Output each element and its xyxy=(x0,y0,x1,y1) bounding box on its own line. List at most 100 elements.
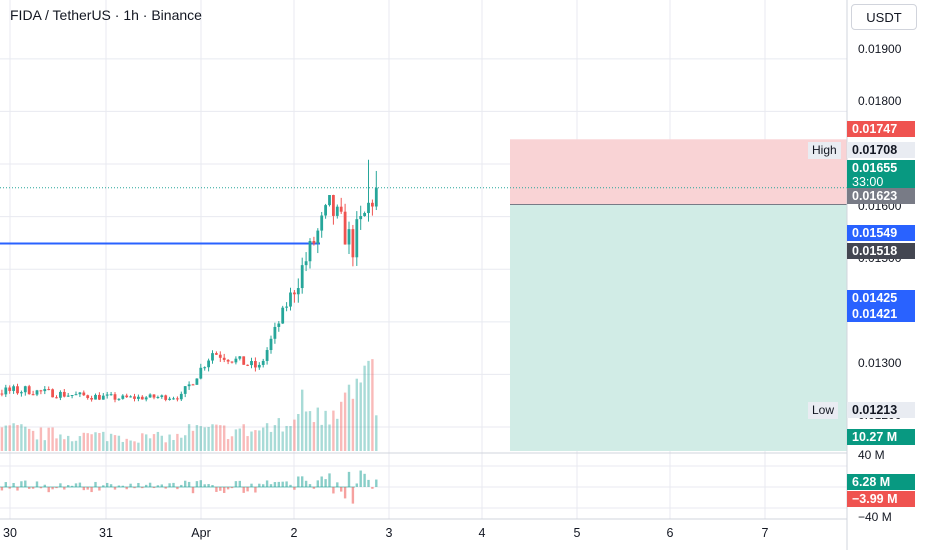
price-tick: 0.01300 xyxy=(858,356,902,370)
volume-bars xyxy=(0,359,378,451)
candle-body xyxy=(293,292,296,295)
blue-price-tag-group: 0.01425 0.01421 xyxy=(847,290,915,322)
volume-bar xyxy=(355,378,358,451)
candle-body xyxy=(339,206,343,212)
volume-bar xyxy=(234,429,238,451)
candle-body xyxy=(137,396,140,399)
volume-bar xyxy=(12,423,15,451)
oscillator-bar xyxy=(8,487,11,489)
oscillator-bar xyxy=(121,485,124,487)
line-price-tag: 0.01549 xyxy=(847,225,915,241)
oscillator-bar xyxy=(312,487,316,489)
oscillator-bar xyxy=(106,482,109,487)
candle-body xyxy=(300,265,304,289)
candle-body xyxy=(277,323,281,327)
candle-body xyxy=(273,326,277,339)
candle-body xyxy=(269,338,273,351)
oscillator-bar xyxy=(137,482,140,487)
volume-bar xyxy=(43,440,46,451)
oscillator-bar xyxy=(20,481,23,487)
candle-body xyxy=(82,392,86,396)
oscillator-bar xyxy=(230,487,234,489)
candle-body xyxy=(374,187,378,207)
candle-body xyxy=(51,389,54,398)
candle-body xyxy=(359,216,363,220)
oscillator-bar xyxy=(164,487,167,489)
candle-body xyxy=(16,386,19,394)
currency-button[interactable]: USDT xyxy=(851,4,917,30)
oscillator-bar xyxy=(262,484,265,487)
candle-body xyxy=(320,215,324,231)
position-stop-zone[interactable] xyxy=(510,204,847,451)
candle-body xyxy=(90,398,93,400)
candle-body xyxy=(105,394,109,396)
candle-body xyxy=(316,230,320,244)
candle-body xyxy=(140,396,144,400)
volume-bar xyxy=(219,425,222,451)
oscillator-bar xyxy=(187,481,191,487)
volume-bar xyxy=(82,432,85,451)
volume-bar xyxy=(191,430,195,451)
oscillator-bar xyxy=(78,482,82,487)
oscillator-bar xyxy=(35,481,39,487)
oscillator-bar xyxy=(363,473,366,487)
oscillator-bar xyxy=(328,473,331,487)
candle-body xyxy=(160,395,164,397)
oscillator-positive-tag: 6.28 M xyxy=(847,474,915,490)
position-target-zone[interactable] xyxy=(510,139,847,205)
oscillator-bar xyxy=(242,487,245,493)
candle-body xyxy=(234,358,238,363)
oscillator-bar xyxy=(250,483,253,487)
candle-body xyxy=(265,350,269,361)
volume-bar xyxy=(304,411,308,451)
volume-bar xyxy=(152,434,156,451)
volume-bar xyxy=(145,434,148,451)
candle-body xyxy=(31,394,35,396)
candle-body xyxy=(195,378,199,385)
candle-body xyxy=(183,386,187,394)
candle-body xyxy=(35,390,39,395)
price-tick: 0.01800 xyxy=(858,94,902,108)
volume-bar xyxy=(328,424,331,451)
volume-bar xyxy=(117,435,121,451)
volume-bar xyxy=(109,433,113,451)
volume-bar xyxy=(238,428,241,451)
oscillator-bar xyxy=(28,487,31,489)
candle-body xyxy=(168,398,171,400)
volume-bar xyxy=(301,389,304,451)
volume-bar xyxy=(0,427,4,451)
oscillator-bar xyxy=(375,479,378,487)
candle-body xyxy=(125,395,129,398)
oscillator-bar xyxy=(59,483,62,487)
candle-body xyxy=(172,398,175,400)
volume-bar xyxy=(230,436,234,451)
oscillator-bar xyxy=(289,484,292,487)
candle-body xyxy=(133,396,136,399)
oscillator-bar xyxy=(113,487,117,490)
oscillator-bar xyxy=(203,484,206,487)
volume-bar xyxy=(16,424,19,451)
candle-body xyxy=(55,397,58,399)
oscillator-bar xyxy=(320,476,323,487)
volume-bar xyxy=(289,426,292,451)
candle-body xyxy=(8,387,12,391)
oscillator-bar xyxy=(297,476,300,487)
time-tick: 3 xyxy=(385,526,393,540)
candle-body xyxy=(254,361,257,368)
volume-bar xyxy=(199,426,202,451)
candle-body xyxy=(328,195,331,206)
time-tick: 31 xyxy=(99,526,113,540)
candle-body xyxy=(324,205,327,216)
oscillator-bar xyxy=(316,480,319,487)
candle-body xyxy=(4,387,8,395)
candle-body xyxy=(230,361,234,363)
volume-bar xyxy=(160,435,163,451)
candle-body xyxy=(148,394,152,398)
oscillator-bar xyxy=(168,483,171,487)
oscillator-bar xyxy=(156,485,160,487)
oscillator-bar xyxy=(367,479,370,487)
oscillator-bar xyxy=(109,484,113,487)
volume-bar xyxy=(74,440,78,451)
candle-body xyxy=(74,394,78,396)
